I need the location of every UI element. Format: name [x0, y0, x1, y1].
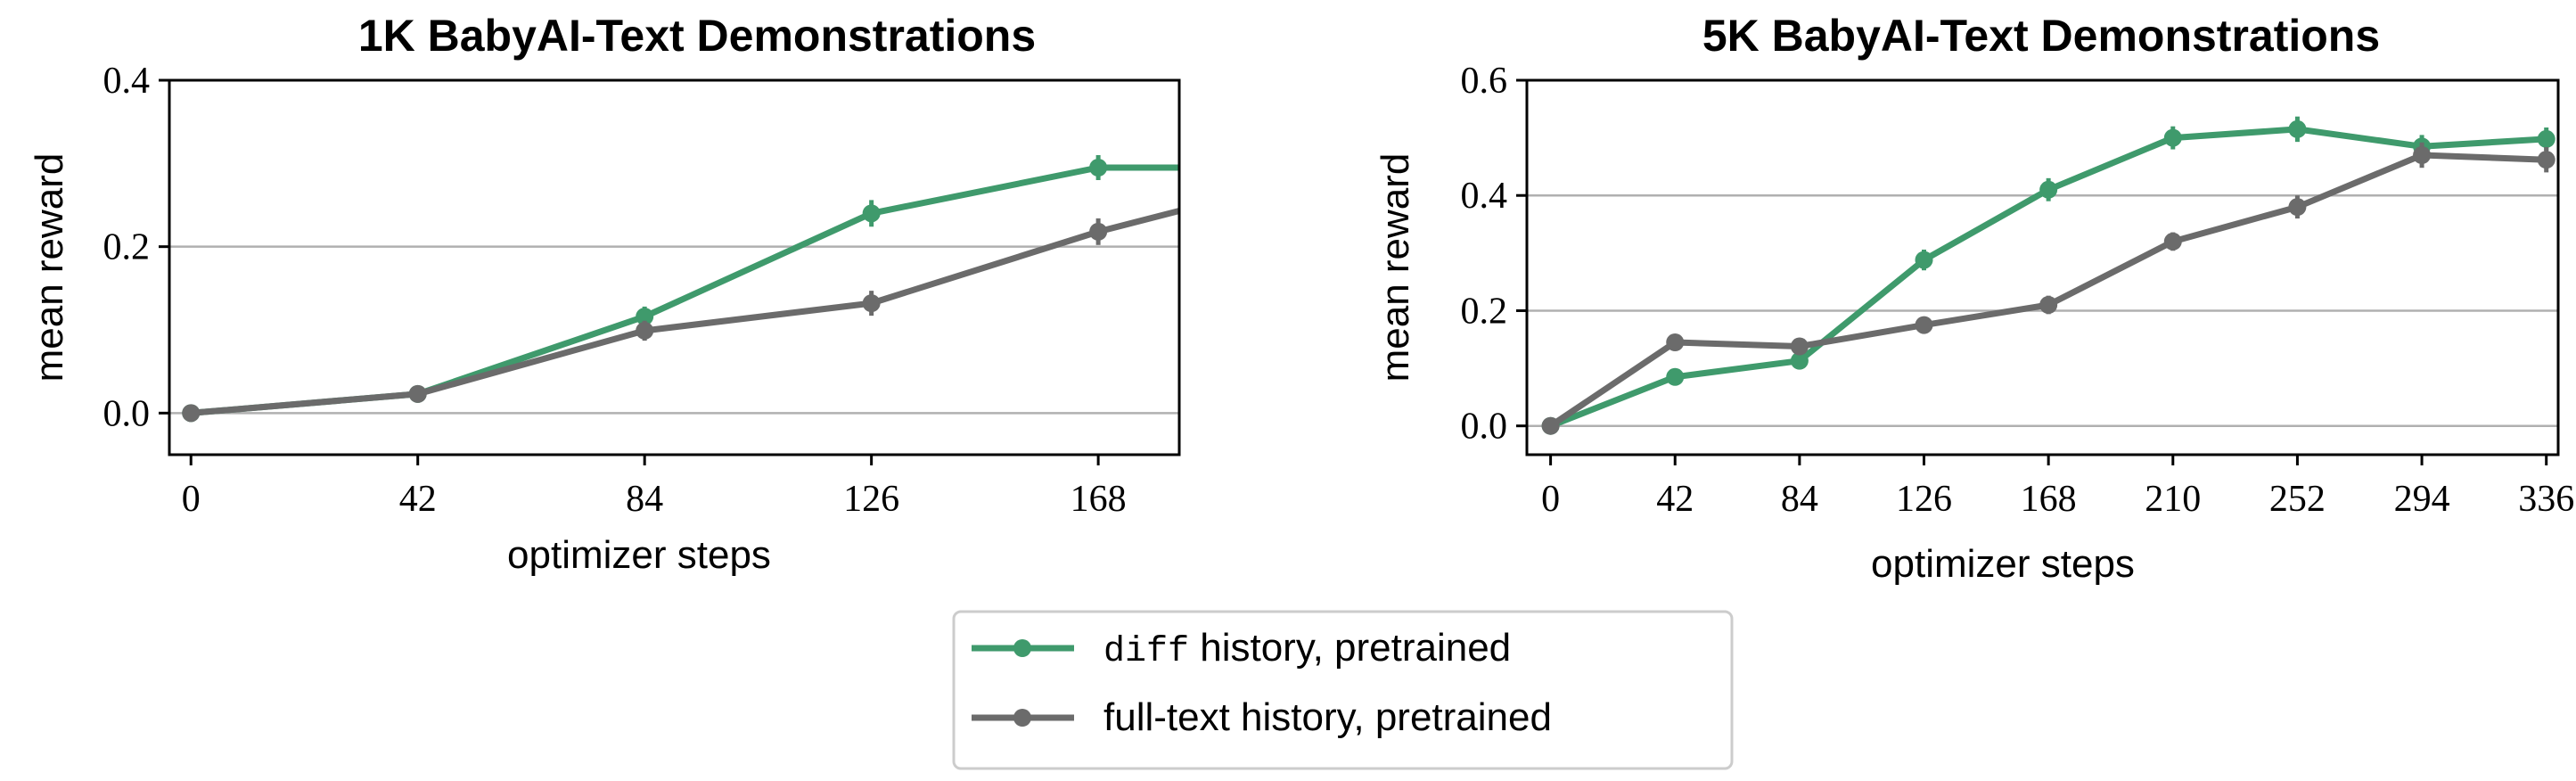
- chart-2-ytick-label-1: 0.2: [1461, 291, 1508, 332]
- chart-2-plot-frame: [1525, 78, 2560, 456]
- chart-2-xtick-label-0: 0: [1541, 479, 1560, 520]
- chart-2-series-diff-point-5: [2163, 128, 2182, 147]
- chart-1-series-diff-point-2: [636, 308, 654, 326]
- chart-2-xtick-label-7: 294: [2394, 479, 2450, 520]
- chart-2-series-diff-point-4: [2039, 180, 2058, 199]
- chart-2-xtick-label-5: 210: [2145, 479, 2201, 520]
- legend-frame: [952, 610, 1734, 770]
- chart-1-series-full-point-2: [636, 321, 654, 340]
- legend-text-diff: history, pretrained: [1189, 626, 1511, 670]
- chart-2-series-full-point-0: [1541, 416, 1560, 435]
- chart-1-xtick-label-0: 0: [182, 479, 201, 520]
- chart-1-xtick-label-4: 168: [1071, 479, 1127, 520]
- chart-1-xlabel: optimizer steps: [507, 533, 771, 577]
- chart-2-ytick-label-2: 0.4: [1461, 176, 1508, 217]
- chart-2-series-full-point-4: [2039, 296, 2058, 314]
- chart-1-ytick-label-0: 0.0: [103, 393, 151, 434]
- chart-1-series-full-point-0: [182, 404, 201, 423]
- chart-2-xlabel: optimizer steps: [1871, 542, 2135, 586]
- chart-1-xtick-label-3: 126: [843, 479, 899, 520]
- chart-2-xtick-label-2: 84: [1781, 479, 1818, 520]
- chart-1-ytick-label-1: 0.2: [103, 227, 151, 268]
- chart-2-xtick-label-3: 126: [1896, 479, 1952, 520]
- legend-item-diff: diff history, pretrained: [972, 626, 1511, 672]
- chart-2: 5K BabyAI-Text Demonstrations 0 42 84 126 16…: [1374, 11, 2574, 586]
- legend: diff history, pretrained full-text histo…: [952, 610, 1734, 770]
- chart-1-xtick-label-1: 42: [399, 479, 437, 520]
- chart-2-series-full-point-8: [2537, 151, 2555, 169]
- chart-1-xtick-label-2: 84: [626, 479, 663, 520]
- chart-1-series-full-point-1: [408, 384, 427, 403]
- chart-1-ylabel: mean reward: [28, 153, 71, 382]
- chart-2-series-diff-point-2: [1790, 351, 1809, 370]
- chart-2-xtick-label-1: 42: [1656, 479, 1694, 520]
- chart-2-series-full-point-3: [1915, 316, 1933, 334]
- chart-2-ytick-label-0: 0.0: [1461, 407, 1508, 448]
- chart-1-plot-frame: [168, 78, 1181, 456]
- chart-2-series-diff-point-3: [1915, 251, 1933, 269]
- chart-1-series-full-point-4: [1089, 222, 1108, 241]
- chart-2-series-full-point-2: [1790, 337, 1809, 356]
- chart-2-xtick-label-6: 252: [2269, 479, 2326, 520]
- chart-2-ylabel: mean reward: [1374, 153, 1417, 382]
- chart-2-series-full-point-1: [1666, 333, 1685, 351]
- chart-1-series-diff-point-4: [1089, 159, 1108, 177]
- legend-marker-diff: [1013, 639, 1031, 657]
- chart-1-series-full-line: [190, 208, 1180, 416]
- legend-code-diff: diff: [1103, 632, 1189, 672]
- chart-2-xtick-label-8: 336: [2518, 479, 2574, 520]
- legend-marker-full: [1013, 709, 1031, 727]
- legend-item-full: full-text history, pretrained: [972, 695, 1552, 739]
- chart-1-ytick-label-2: 0.4: [103, 61, 151, 102]
- legend-label-full: full-text history, pretrained: [1103, 695, 1552, 739]
- chart-1-title: 1K BabyAI-Text Demonstrations: [358, 11, 1036, 61]
- chart-1: 1K BabyAI-Text Demonstrations 0 42 84 126 16…: [28, 11, 1181, 577]
- chart-2-ytick-label-3: 0.6: [1461, 61, 1508, 102]
- chart-2-xtick-label-4: 168: [2021, 479, 2077, 520]
- chart-2-series-diff-point-6: [2288, 119, 2307, 138]
- chart-1-series-full-point-3: [862, 294, 881, 313]
- legend-label-diff: diff history, pretrained: [1103, 626, 1511, 672]
- chart-2-title: 5K BabyAI-Text Demonstrations: [1702, 11, 2380, 61]
- chart-2-series-full-point-5: [2163, 232, 2182, 251]
- chart-2-series-full-point-7: [2413, 146, 2432, 164]
- chart-2-series-diff-point-8: [2537, 129, 2555, 148]
- chart-2-series-full-point-6: [2288, 198, 2307, 217]
- chart-1-series-diff-point-3: [862, 204, 881, 223]
- chart-2-series-diff-point-1: [1666, 367, 1685, 386]
